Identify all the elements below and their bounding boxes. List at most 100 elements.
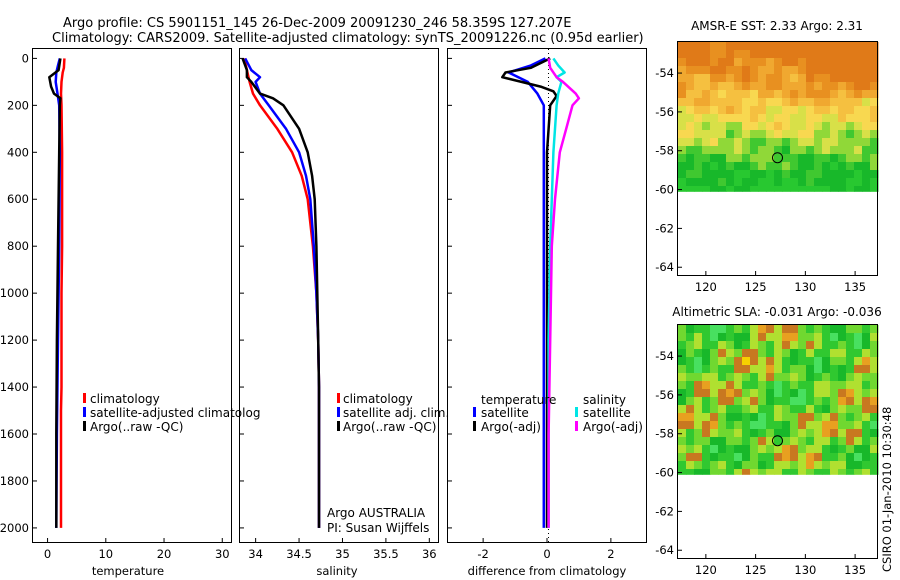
salinity-legend-swatch-satellite: [337, 407, 340, 417]
temperature-legend-swatch-satellite: [83, 407, 86, 417]
sst-map-cell: [694, 90, 703, 99]
sst-map-cell: [734, 130, 743, 139]
sla-map-cell: [798, 437, 807, 446]
sst-map-cell: [694, 122, 703, 131]
sst-map-cell: [830, 90, 839, 99]
sst-map-cell: [686, 90, 695, 99]
sst-map-cell: [846, 42, 855, 51]
sst-map-xtick-label: 120: [695, 280, 717, 294]
sst-map-cell: [846, 170, 855, 179]
sst-map-cell: [710, 154, 719, 163]
sla-map-cell: [870, 389, 879, 398]
sla-map-cell: [854, 325, 863, 334]
sla-map-cell: [862, 341, 871, 350]
sla-map-cell: [758, 373, 767, 382]
sst-map-cell: [798, 74, 807, 83]
sla-map-cell: [766, 445, 775, 454]
sla-map-cell: [758, 357, 767, 366]
sla-map-cell: [814, 373, 823, 382]
sla-map-cell: [702, 365, 711, 374]
salinity-series-satellite-adj-clim-: [244, 57, 321, 528]
sla-map-ticks: 120 125 130 135 -54 -56 -58 -60 -62 -64: [655, 349, 866, 577]
sla-map-cell: [814, 453, 823, 462]
sla-map-cell: [726, 373, 735, 382]
sst-map-cell: [774, 42, 783, 51]
sst-map-cell: [694, 186, 703, 192]
sst-map-cell: [870, 146, 879, 155]
difference-xtick-label: -2: [477, 547, 488, 561]
sst-map-cell: [822, 130, 831, 139]
sst-map-cell: [798, 130, 807, 139]
sla-map-cell: [678, 341, 687, 350]
sla-map-cell: [726, 421, 735, 430]
sla-map-cell: [758, 469, 767, 475]
sla-map-cell: [846, 437, 855, 446]
sst-map-cell: [702, 138, 711, 147]
sla-map-cell: [798, 413, 807, 422]
sst-map-cell: [782, 58, 791, 67]
temperature-xlabel: temperature: [92, 564, 164, 578]
sla-argo-position-marker: [772, 435, 783, 447]
sst-map-ticks: 120 125 130 135 -54 -56 -58 -60 -62 -64: [655, 66, 866, 294]
sla-map-cell: [678, 325, 687, 334]
salinity-series-climatology: [243, 58, 321, 528]
sla-map-cell: [782, 429, 791, 438]
sst-map-cell: [758, 50, 767, 59]
sst-map-cell: [750, 154, 759, 163]
sst-map-cell: [822, 74, 831, 83]
sst-map-cell: [694, 58, 703, 67]
sst-map-cell: [870, 82, 879, 91]
sst-map-cell: [758, 146, 767, 155]
sst-map-cell: [854, 58, 863, 67]
sla-map-cell: [710, 445, 719, 454]
sla-map-cell: [822, 445, 831, 454]
sla-map-cell: [798, 421, 807, 430]
sst-map-cell: [790, 122, 799, 131]
sla-map-cell: [846, 469, 855, 475]
sla-map-cell: [790, 469, 799, 475]
sla-map-cell: [830, 461, 839, 470]
sst-map-cell: [782, 154, 791, 163]
sla-map-cell: [782, 453, 791, 462]
sla-map-cell: [798, 469, 807, 475]
sst-map-cell: [758, 122, 767, 131]
sla-map-cell: [790, 389, 799, 398]
sst-map-cell: [862, 122, 871, 131]
temperature-ytick-label: 200: [7, 98, 29, 112]
sla-map-cell: [838, 469, 847, 475]
sla-map-cell: [806, 365, 815, 374]
sst-map-cell: [822, 122, 831, 131]
sst-map-cell: [734, 162, 743, 171]
sst-map-cell: [782, 98, 791, 107]
difference-xtick-label: 0: [543, 547, 550, 561]
sla-map-cell: [854, 413, 863, 422]
sst-map-xtick-label: 135: [844, 280, 866, 294]
sla-map-cell: [830, 453, 839, 462]
sst-map-cell: [734, 42, 743, 51]
sla-map-cell: [678, 421, 687, 430]
sla-map-cell: [870, 341, 879, 350]
sst-map-cell: [742, 178, 751, 187]
sst-map-cell: [830, 106, 839, 115]
sla-map-cell: [782, 349, 791, 358]
sst-map-cell: [870, 66, 879, 75]
sla-map-cell: [814, 349, 823, 358]
sst-map-cell: [822, 170, 831, 179]
sla-map-cell: [798, 381, 807, 390]
sla-map-cell: [702, 437, 711, 446]
sla-map-ytick-label: -56: [655, 388, 674, 402]
sst-map-cell: [694, 146, 703, 155]
sla-map-cell: [854, 469, 863, 475]
sst-map-cell: [758, 130, 767, 139]
sst-map-cell: [814, 98, 823, 107]
sst-map-cell: [814, 58, 823, 67]
sla-map-cell: [678, 461, 687, 470]
sla-map-cell: [750, 397, 759, 406]
sst-map-cell: [678, 146, 687, 155]
sst-map-cell: [838, 82, 847, 91]
sst-map-cell: [710, 42, 719, 51]
sst-map-cell: [694, 50, 703, 59]
sla-map-cell: [758, 389, 767, 398]
sla-map-cell: [726, 333, 735, 342]
sla-map-cell: [838, 325, 847, 334]
